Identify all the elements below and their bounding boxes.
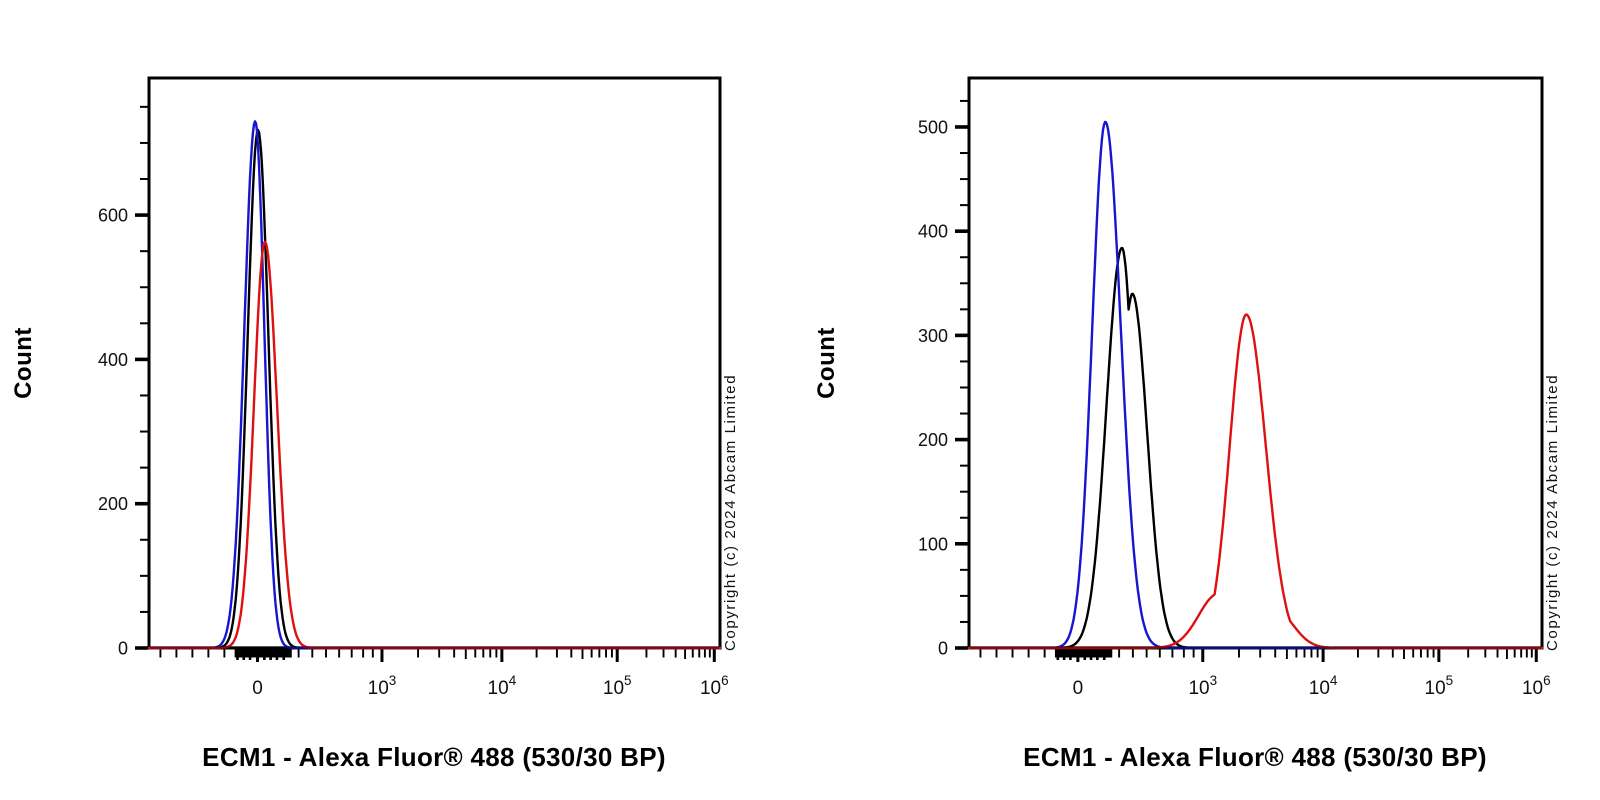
x-axis: 0 103 104 105 106 (159, 649, 729, 699)
histogram-red-curve (968, 313, 1543, 650)
curves (968, 120, 1543, 650)
right-histogram-plot: 0 100 200 300 400 500 0 103 104 105 106 (918, 76, 1551, 699)
y-tick-label: 600 (98, 206, 128, 226)
x-tick-label: 105 (1425, 673, 1454, 699)
x-tick-label: 103 (368, 673, 397, 699)
y-tick-label: 200 (918, 430, 948, 450)
x-tick-label: 106 (1522, 673, 1551, 699)
y-tick-label: 400 (98, 350, 128, 370)
histogram-red-curve (148, 240, 721, 650)
right-histogram-panel: 0 100 200 300 400 500 0 103 104 105 106 Count ECM1… (800, 0, 1600, 800)
x-tick-label: 0 (1073, 678, 1084, 699)
y-axis: 0 100 200 300 400 500 (918, 99, 968, 659)
left-histogram-plot: 0 200 400 600 0 103 104 105 106 (98, 76, 729, 699)
y-axis: 0 200 400 600 (98, 105, 148, 659)
copyright-text: Copyright (c) 2024 Abcam Limited (1544, 373, 1561, 651)
x-tick-label: 105 (603, 673, 632, 699)
y-tick-label: 400 (918, 222, 948, 242)
x-tick-label: 103 (1188, 673, 1217, 699)
x-tick-label: 106 (700, 673, 729, 699)
plot-border (967, 76, 1544, 650)
y-tick-label: 0 (938, 639, 948, 659)
left-histogram-panel: 0 200 400 600 0 103 104 105 106 Count ECM1 - Ale… (10, 76, 739, 772)
y-axis-label-count: Count (10, 327, 37, 399)
x-axis-title: ECM1 - Alexa Fluor® 488 (530/30 BP) (1023, 742, 1487, 772)
x-axis-title: ECM1 - Alexa Fluor® 488 (530/30 BP) (202, 742, 666, 772)
copyright-text: Copyright (c) 2024 Abcam Limited (722, 373, 739, 651)
y-axis-label-count: Count (813, 327, 840, 399)
x-tick-label: 0 (252, 678, 263, 699)
x-tick-label: 104 (1309, 673, 1338, 699)
y-tick-label: 100 (918, 534, 948, 554)
y-tick-label: 300 (918, 326, 948, 346)
x-tick-label: 104 (488, 673, 517, 699)
y-tick-label: 500 (918, 117, 948, 137)
x-axis: 0 103 104 105 106 (979, 649, 1551, 699)
y-tick-label: 0 (118, 639, 128, 659)
curves (148, 120, 721, 650)
y-tick-label: 200 (98, 494, 128, 514)
